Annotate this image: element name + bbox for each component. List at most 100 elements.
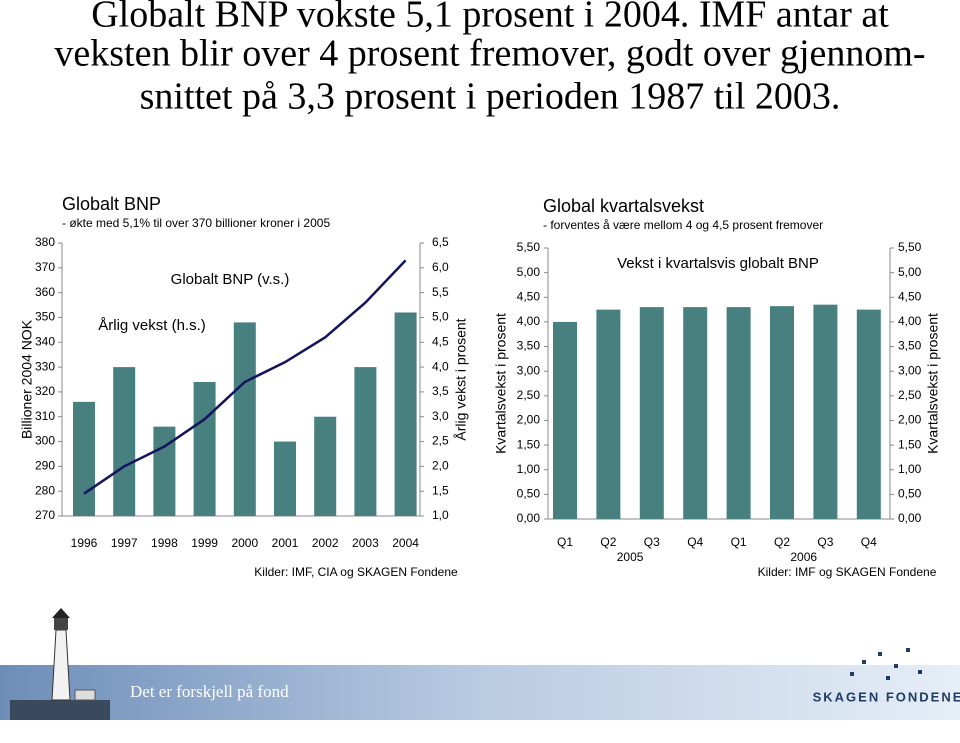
footer-band [0,665,960,720]
bar [274,441,296,516]
y-tick-label: 4,50 [517,289,541,303]
y2-tick-label: 2,0 [432,459,449,473]
y-tick-label: 290 [35,459,55,473]
bar [639,307,664,519]
chart-title: Globalt BNP [62,194,161,214]
y2-tick-label: 3,50 [898,339,922,353]
headline: Globalt BNP vokste 5,1 prosent i 2004. I… [91,0,889,36]
x-tick-label: Q1 [731,535,747,549]
legend-label: Vekst i kvartalsvis globalt BNP [617,255,819,272]
bar [193,381,216,516]
y2-tick-label: 5,00 [898,265,922,279]
logo: SKAGEN FONDENE [813,689,960,704]
x-tick-label: 2000 [231,536,258,550]
y-tick-label: 3,50 [517,339,541,353]
y2-tick-label: 5,0 [432,310,449,324]
x-tick-label: Q1 [557,535,573,549]
x-tick-label: 2002 [312,536,339,550]
y-tick-label: 4,00 [517,314,541,328]
y2-tick-label: 2,5 [432,434,449,448]
legend-label: Årlig vekst (h.s.) [98,317,206,334]
y-tick-label: 5,00 [517,265,541,279]
y-tick-label: 280 [35,483,55,497]
y-tick-label: 360 [35,285,55,299]
x-tick-label: 2004 [392,536,419,550]
bar [233,322,256,516]
x-tick-label: 1997 [111,536,138,550]
y-tick-label: 2,00 [517,413,541,427]
y-tick-label: 350 [35,310,55,324]
headline: veksten blir over 4 prosent fremover, go… [54,33,925,75]
y-tick-label: 3,00 [517,363,541,377]
x-tick-label: Q3 [644,535,660,549]
y-tick-label: 380 [35,235,55,249]
y-tick-label: 320 [35,384,55,398]
y2-tick-label: 1,0 [432,508,449,522]
legend-label: Globalt BNP (v.s.) [171,271,290,288]
y2-tick-label: 1,50 [898,437,922,451]
y2-tick-label: 3,5 [432,384,449,398]
chart-subtitle: - økte med 5,1% til over 370 billioner k… [62,216,330,230]
x-group-label: 2005 [617,550,644,564]
y-tick-label: 300 [35,434,55,448]
x-tick-label: 2001 [272,536,299,550]
x-tick-label: Q2 [600,535,616,549]
y-tick-label: 330 [35,359,55,373]
y-tick-label: 270 [35,508,55,522]
y-tick-label: 370 [35,260,55,274]
y2-tick-label: 6,5 [432,235,449,249]
y-tick-label: 1,00 [517,462,541,476]
x-group-label: 2006 [790,550,817,564]
x-tick-label: 1998 [151,536,178,550]
bar [354,367,377,516]
y2-tick-label: 1,5 [432,483,449,497]
y-tick-label: 2,50 [517,388,541,402]
y-tick-label: 340 [35,334,55,348]
y2-axis-label: Årlig vekst i prosent [453,318,469,440]
headline: snittet på 3,3 prosent i perioden 1987 t… [140,76,841,118]
y2-tick-label: 0,50 [898,487,922,501]
logo-mark [850,648,922,680]
bar [726,307,751,519]
y2-tick-label: 4,0 [432,359,449,373]
y2-tick-label: 4,5 [432,334,449,348]
y2-tick-label: 2,00 [898,413,922,427]
chart-subtitle: - forventes å være mellom 4 og 4,5 prose… [543,218,823,232]
y2-tick-label: 6,0 [432,260,449,274]
x-tick-label: Q4 [687,535,703,549]
x-tick-label: 1999 [191,536,218,550]
line [83,259,407,495]
lighthouse [10,608,110,720]
bar [856,309,881,519]
chart-title: Global kvartalsvekst [543,196,704,216]
x-tick-label: Q4 [861,535,877,549]
x-tick-label: 1996 [71,536,98,550]
y2-tick-label: 3,00 [898,363,922,377]
y2-tick-label: 4,00 [898,314,922,328]
x-tick-label: Q3 [817,535,833,549]
y-axis-label: Billioner 2004 NOK [19,319,35,439]
bar [596,309,621,519]
bar [683,307,708,519]
y2-tick-label: 3,0 [432,409,449,423]
y-axis-label: Kvartalsvekst i prosent [493,313,509,454]
bar [770,306,794,519]
x-tick-label: 2003 [352,536,379,550]
bar [73,401,95,516]
x-tick-label: Q2 [774,535,790,549]
bar [813,304,838,519]
bar [553,321,577,519]
bar [113,367,136,516]
source: Kilder: IMF og SKAGEN Fondene [758,565,937,579]
y-tick-label: 0,00 [517,511,541,525]
y2-tick-label: 4,50 [898,289,922,303]
y-tick-label: 310 [35,409,55,423]
y2-axis-label: Kvartalsvekst i prosent [925,313,941,454]
slogan: Det er forskjell på fond [130,682,289,701]
source: Kilder: IMF, CIA og SKAGEN Fondene [254,565,458,579]
y-tick-label: 5,50 [517,240,541,254]
y-tick-label: 0,50 [517,487,541,501]
y-tick-label: 1,50 [517,437,541,451]
y2-tick-label: 5,50 [898,240,922,254]
